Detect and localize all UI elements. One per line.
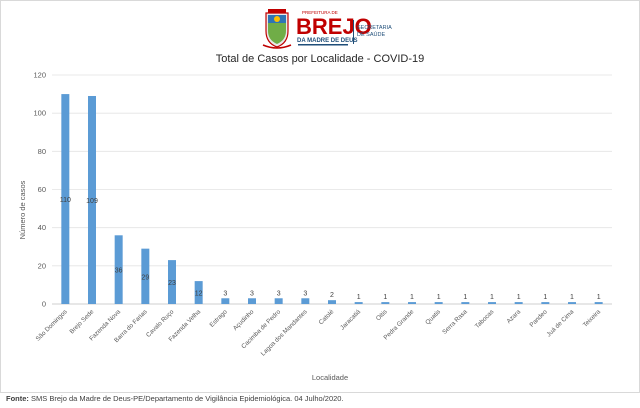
x-tick-label: Quatis <box>424 308 442 326</box>
source-text: SMS Brejo da Madre de Deus-PE/Departamen… <box>31 394 344 403</box>
logo-sub: DA MADRE DE DEUS <box>297 38 357 44</box>
logo-name: BREJO <box>296 14 372 39</box>
data-label: 1 <box>517 294 521 301</box>
data-label: 1 <box>437 294 441 301</box>
bar <box>461 302 470 304</box>
y-tick-label: 80 <box>38 147 46 156</box>
bar <box>141 248 150 304</box>
bar <box>168 260 176 304</box>
source-note: Fonte: SMS Brejo da Madre de Deus-PE/Dep… <box>6 394 344 403</box>
x-tick-label: Teixeira <box>582 308 603 329</box>
bar <box>274 298 283 304</box>
brejo-logo: PREFEITURA DE BREJO DA MADRE DE DEUS SEC… <box>262 9 392 49</box>
data-label: 1 <box>463 294 467 301</box>
data-label: 1 <box>357 294 361 301</box>
x-tick-label: Serra Rasa <box>441 308 469 336</box>
bar <box>568 302 576 304</box>
y-axis-label: Número de casos <box>18 180 27 239</box>
x-axis-label: Localidade <box>312 373 348 382</box>
bar <box>434 302 443 304</box>
data-label: 1 <box>570 294 574 301</box>
logo-top-text: PREFEITURA DE <box>302 10 338 15</box>
bar <box>488 302 496 304</box>
bar <box>541 302 550 304</box>
x-tick-label: Azara <box>505 308 522 325</box>
data-label: 1 <box>383 294 387 301</box>
bar <box>88 95 96 304</box>
data-label: 3 <box>250 290 254 297</box>
data-label: 29 <box>141 274 149 281</box>
x-tick-label: Jaracatiá <box>339 308 362 331</box>
y-tick-label: 100 <box>33 109 46 118</box>
source-label: Fonte: <box>6 394 29 403</box>
logo-side-line1: SECRETARIA <box>357 25 392 31</box>
y-axis-ticks: 0 20 40 60 80 100 120 <box>33 71 46 309</box>
bar <box>248 298 256 304</box>
x-tick-label: Tabocas <box>474 308 496 330</box>
bar <box>594 302 603 304</box>
gridlines <box>52 74 612 305</box>
logo-side-line2: DE SAÚDE <box>357 31 385 38</box>
data-label: 1 <box>543 294 547 301</box>
chart-frame <box>0 0 640 393</box>
data-label: 1 <box>597 294 601 301</box>
y-tick-label: 120 <box>33 71 46 80</box>
data-label: 3 <box>277 290 281 297</box>
bar <box>221 298 230 304</box>
y-tick-label: 40 <box>38 223 46 232</box>
bar <box>514 302 523 304</box>
x-tick-label: Brejo Sede <box>68 308 95 335</box>
data-label: 3 <box>223 290 227 297</box>
data-label: 109 <box>86 198 98 205</box>
bar-chart: Total de Casos por Localidade - COVID-19… <box>18 53 612 382</box>
x-tick-label: Catolé <box>318 308 336 326</box>
bar <box>354 302 363 304</box>
x-tick-label: Juá de Cima <box>545 308 575 338</box>
data-labels: 110 109 36 29 23 12 3 3 3 3 2 1 1 1 1 1 1 1 1 1 1 <box>60 197 601 301</box>
x-tick-label: Oitis <box>375 308 389 322</box>
data-label: 1 <box>490 294 494 301</box>
y-tick-label: 60 <box>38 185 46 194</box>
data-label: 23 <box>168 280 176 287</box>
bar <box>114 235 123 304</box>
x-tick-label: Pandeo <box>528 308 549 329</box>
y-tick-label: 20 <box>38 261 46 270</box>
x-tick-label: São Domingos <box>35 308 69 342</box>
bars <box>61 94 603 304</box>
bar <box>61 94 70 304</box>
bar <box>301 298 310 304</box>
bar <box>328 300 336 304</box>
chart-title: Total de Casos por Localidade - COVID-19 <box>216 53 425 65</box>
bar <box>194 281 203 304</box>
data-label: 2 <box>330 292 334 299</box>
data-label: 3 <box>303 290 307 297</box>
x-tick-label: Lagoa dos Mandantes <box>260 308 309 357</box>
bar <box>381 302 390 304</box>
data-label: 110 <box>60 197 71 204</box>
data-label: 1 <box>410 294 414 301</box>
bar <box>408 302 416 304</box>
x-tick-label: Estrago <box>208 308 229 329</box>
x-tick-label: Açudinho <box>232 308 256 332</box>
data-label: 12 <box>195 291 203 298</box>
y-tick-label: 0 <box>42 300 46 309</box>
coat-of-arms-icon <box>262 9 292 49</box>
data-label: 36 <box>115 268 123 275</box>
